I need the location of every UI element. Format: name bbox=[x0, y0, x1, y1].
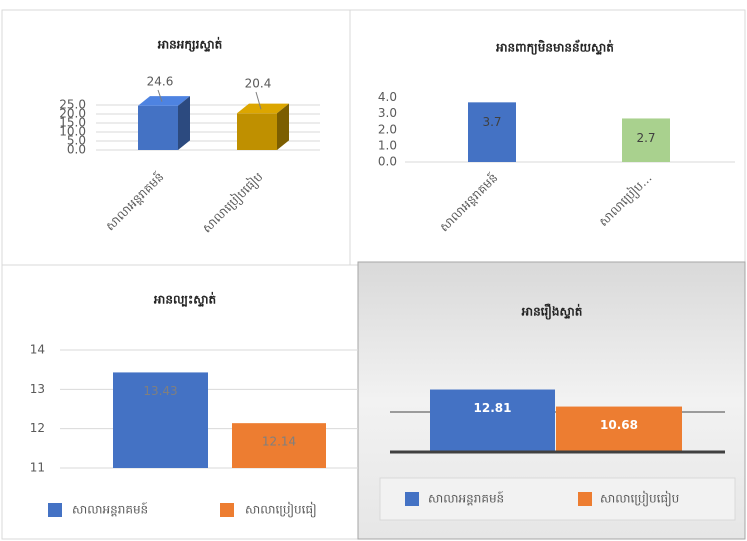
chart-title: អានល្បះស្ទាត់ bbox=[153, 292, 217, 308]
bar bbox=[138, 105, 178, 150]
y-tick-label: 25.0 bbox=[59, 98, 86, 112]
y-tick-label: 20.0 bbox=[59, 107, 86, 121]
value-label: 13.43 bbox=[143, 384, 177, 398]
y-tick-label: 10.0 bbox=[59, 125, 86, 139]
bar bbox=[622, 118, 670, 162]
legend-label: សាលាប្រៀបធៀ bbox=[245, 502, 317, 518]
value-label: 12.14 bbox=[262, 435, 296, 449]
y-tick-label: 1.0 bbox=[378, 138, 397, 152]
y-tick-label: 13 bbox=[30, 382, 45, 396]
bar bbox=[468, 102, 516, 162]
value-label: 10.68 bbox=[600, 418, 638, 432]
y-tick-label: 11 bbox=[30, 461, 45, 475]
legend-swatch bbox=[578, 492, 592, 506]
legend-box bbox=[379, 477, 736, 521]
chart-title: អានអក្សរស្ទាត់ bbox=[157, 37, 223, 53]
leader-line bbox=[255, 91, 262, 110]
y-tick-label: 5.0 bbox=[67, 134, 86, 148]
bar-top bbox=[138, 96, 190, 106]
legend-swatch bbox=[405, 492, 419, 506]
y-tick-label: 0.0 bbox=[67, 143, 86, 157]
value-label: 2.7 bbox=[636, 131, 655, 145]
value-label: 3.7 bbox=[482, 115, 501, 129]
legend-swatch bbox=[220, 503, 234, 517]
y-tick-label: 12 bbox=[30, 421, 45, 435]
chart: អានរឿងស្ទាត់ 12.81 សាលាអន្តរាគមន៍ 10.68 សាលា… bbox=[379, 304, 736, 521]
y-tick-label: 15.0 bbox=[59, 116, 86, 130]
bar bbox=[237, 113, 277, 150]
legend-label: សាលាប្រៀបធៀប bbox=[600, 491, 680, 507]
value-label: 24.6 bbox=[147, 75, 174, 89]
y-tick-label: 2.0 bbox=[378, 122, 397, 136]
chart-title: អានរឿងស្ទាត់ bbox=[521, 304, 583, 321]
leader-line bbox=[157, 89, 163, 102]
bar bbox=[232, 423, 326, 468]
legend-label: សាលាអន្តរាគមន៍ bbox=[428, 491, 504, 506]
y-tick-label: 0.0 bbox=[378, 155, 397, 169]
bar bbox=[430, 389, 555, 452]
value-label: 20.4 bbox=[245, 77, 272, 91]
y-tick-label: 3.0 bbox=[378, 106, 397, 120]
y-tick-label: 4.0 bbox=[378, 90, 397, 104]
legend-label: សាលាអន្តរាគមន៍ bbox=[72, 502, 148, 517]
bar-side bbox=[277, 103, 289, 150]
y-tick-label: 14 bbox=[30, 343, 45, 357]
bar-side bbox=[178, 96, 190, 150]
panel bbox=[349, 9, 746, 266]
value-label: 12.81 bbox=[474, 401, 512, 415]
bar bbox=[556, 406, 682, 452]
bar-top bbox=[237, 103, 289, 114]
legend-swatch bbox=[48, 503, 62, 517]
chart: អានល្បះស្ទាត់ 11 12 13 14 13.43 សាលាអន្តរាគមន៍… bbox=[30, 292, 358, 518]
bar bbox=[113, 372, 208, 468]
chart-title: អានពាក្យមិនមានន័យស្ទាត់ bbox=[495, 40, 614, 56]
